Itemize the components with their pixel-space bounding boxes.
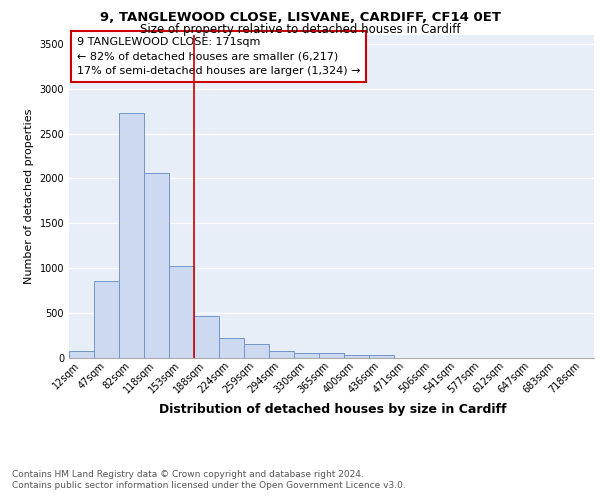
Text: Distribution of detached houses by size in Cardiff: Distribution of detached houses by size … [159, 402, 507, 415]
Bar [144, 173, 169, 358]
Bar [119, 113, 144, 358]
Text: 9, TANGLEWOOD CLOSE, LISVANE, CARDIFF, CF14 0ET: 9, TANGLEWOOD CLOSE, LISVANE, CARDIFF, C… [100, 11, 500, 24]
Bar [244, 344, 269, 358]
Bar [219, 338, 244, 357]
Bar [369, 356, 394, 358]
Y-axis label: Number of detached properties: Number of detached properties [24, 108, 34, 284]
Text: Contains public sector information licensed under the Open Government Licence v3: Contains public sector information licen… [12, 481, 406, 490]
Text: Contains HM Land Registry data © Crown copyright and database right 2024.: Contains HM Land Registry data © Crown c… [12, 470, 364, 479]
Bar [294, 352, 319, 358]
Text: 9 TANGLEWOOD CLOSE: 171sqm
← 82% of detached houses are smaller (6,217)
17% of s: 9 TANGLEWOOD CLOSE: 171sqm ← 82% of deta… [77, 36, 361, 76]
Bar [94, 282, 119, 358]
Bar [269, 351, 294, 358]
Bar [319, 354, 344, 358]
Bar [69, 351, 94, 358]
Bar [169, 266, 194, 358]
Bar [194, 316, 219, 358]
Text: Size of property relative to detached houses in Cardiff: Size of property relative to detached ho… [140, 22, 460, 36]
Bar [344, 355, 369, 358]
